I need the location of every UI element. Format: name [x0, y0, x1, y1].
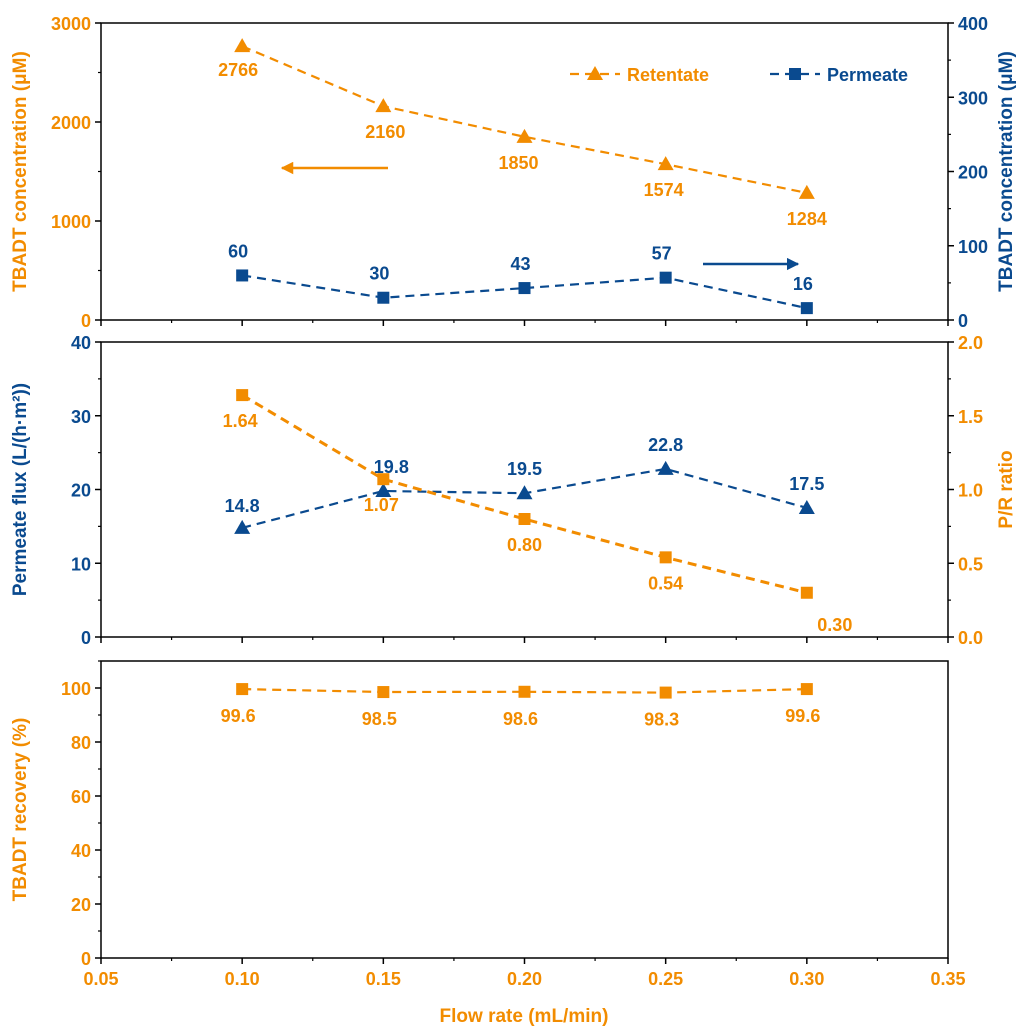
- top-data-label: 30: [369, 264, 389, 284]
- middle-right-tick-label: 1.0: [958, 481, 983, 501]
- top-square-point: [659, 271, 672, 284]
- middle-data-label: 22.8: [648, 435, 683, 455]
- middle-data-label: 1.07: [364, 495, 399, 515]
- middle-right-tick-label: 1.5: [958, 407, 983, 427]
- bottom-data-label: 98.5: [362, 709, 397, 729]
- top-data-label: 60: [228, 241, 248, 261]
- middle-data-label: 19.8: [374, 457, 409, 477]
- middle-data-label: 14.8: [225, 496, 260, 516]
- top-triangle-point: [798, 184, 815, 199]
- top-square-point: [377, 291, 390, 304]
- bottom-data-label: 99.6: [785, 706, 820, 726]
- middle-right-tick-label: 2.0: [958, 333, 983, 353]
- bottom-square-point: [659, 686, 672, 699]
- bottom-left-tick-label: 80: [71, 733, 91, 753]
- middle-data-label: 1.64: [223, 411, 258, 431]
- top-right-tick-label: 200: [958, 163, 988, 183]
- top-triangle-point: [375, 98, 392, 113]
- top-left-axis-label: TBADT concentration (μM): [10, 51, 31, 292]
- x-tick-label: 0.05: [83, 969, 118, 989]
- middle-triangle-point: [798, 499, 815, 514]
- top-triangle-point: [516, 128, 533, 143]
- middle-data-label: 19.5: [507, 459, 542, 479]
- x-tick-label: 0.35: [930, 969, 965, 989]
- top-left-tick-label: 0: [81, 311, 91, 331]
- bottom-left-tick-label: 40: [71, 841, 91, 861]
- middle-triangle-point: [657, 460, 674, 475]
- top-triangle-point: [234, 38, 251, 53]
- bottom-square-point: [800, 683, 813, 696]
- top-data-label: 2766: [218, 60, 258, 80]
- top-triangle-point: [657, 156, 674, 171]
- middle-right-axis-label: P/R ratio: [996, 450, 1017, 528]
- middle-square-point: [518, 513, 531, 525]
- bottom-square-point: [377, 686, 390, 699]
- bottom-series-orange-line: [242, 688, 807, 694]
- middle-square-point: [800, 586, 813, 599]
- legend-retentate-marker: [587, 66, 603, 80]
- top-data-label: 2160: [365, 122, 405, 142]
- top-data-label: 57: [652, 244, 672, 264]
- top-series-permeate-line: [242, 274, 808, 310]
- x-tick-label: 0.15: [366, 969, 401, 989]
- bottom-square-point: [236, 683, 249, 696]
- top-square-point: [236, 269, 249, 282]
- middle-triangle-point: [234, 519, 251, 534]
- x-tick-label: 0.30: [789, 969, 824, 989]
- top-left-tick-label: 3000: [51, 14, 91, 34]
- bottom-data-label: 98.6: [503, 709, 538, 729]
- middle-square-point: [236, 389, 249, 402]
- middle-left-tick-label: 40: [71, 333, 91, 353]
- top-data-label: 1284: [787, 209, 827, 229]
- bottom-data-label: 98.3: [644, 710, 679, 730]
- x-axis-label: Flow rate (mL/min): [440, 1006, 609, 1027]
- top-square-point: [800, 302, 813, 315]
- middle-left-axis-label: Permeate flux (L/(h·m²)): [10, 383, 31, 596]
- middle-left-tick-label: 30: [71, 407, 91, 427]
- top-left-tick-label: 2000: [51, 113, 91, 133]
- top-right-tick-label: 400: [958, 14, 988, 34]
- middle-data-label: 0.54: [648, 573, 683, 593]
- bottom-square-point: [518, 685, 531, 698]
- bottom-left-tick-label: 60: [71, 787, 91, 807]
- middle-data-label: 0.80: [507, 535, 542, 555]
- top-square-point: [518, 282, 531, 295]
- middle-triangle-point: [516, 485, 533, 500]
- top-data-label: 1574: [644, 180, 684, 200]
- bottom-data-label: 99.6: [221, 706, 256, 726]
- legend-permeate-marker: [789, 68, 801, 80]
- top-right-tick-label: 100: [958, 237, 988, 257]
- bottom-left-tick-label: 0: [81, 949, 91, 969]
- x-tick-label: 0.10: [225, 969, 260, 989]
- top-right-tick-label: 300: [958, 88, 988, 108]
- x-tick-label: 0.20: [507, 969, 542, 989]
- middle-left-tick-label: 0: [81, 628, 91, 648]
- top-right-tick-label: 0: [958, 311, 968, 331]
- middle-data-label: 17.5: [789, 474, 824, 494]
- legend-permeate-label: Permeate: [827, 65, 908, 85]
- bottom-left-axis-label: TBADT recovery (%): [10, 718, 31, 902]
- middle-square-point: [377, 473, 390, 486]
- bottom-left-tick-label: 100: [61, 679, 91, 699]
- middle-square-point: [659, 551, 672, 564]
- top-right-axis-label: TBADT concentration (μM): [996, 51, 1017, 292]
- middle-triangle-point: [375, 482, 392, 497]
- bottom-left-tick-label: 20: [71, 895, 91, 915]
- top-left-tick-label: 1000: [51, 212, 91, 232]
- top-data-label: 43: [510, 254, 530, 274]
- middle-right-tick-label: 0.5: [958, 554, 983, 574]
- middle-right-tick-label: 0.0: [958, 628, 983, 648]
- middle-series-orange-line: [241, 393, 808, 595]
- legend-retentate-label: Retentate: [627, 65, 709, 85]
- middle-data-label: 0.30: [817, 615, 852, 635]
- top-data-label: 16: [793, 274, 813, 294]
- middle-left-tick-label: 20: [71, 481, 91, 501]
- x-tick-label: 0.25: [648, 969, 683, 989]
- middle-left-tick-label: 10: [71, 554, 91, 574]
- top-data-label: 1850: [498, 153, 538, 173]
